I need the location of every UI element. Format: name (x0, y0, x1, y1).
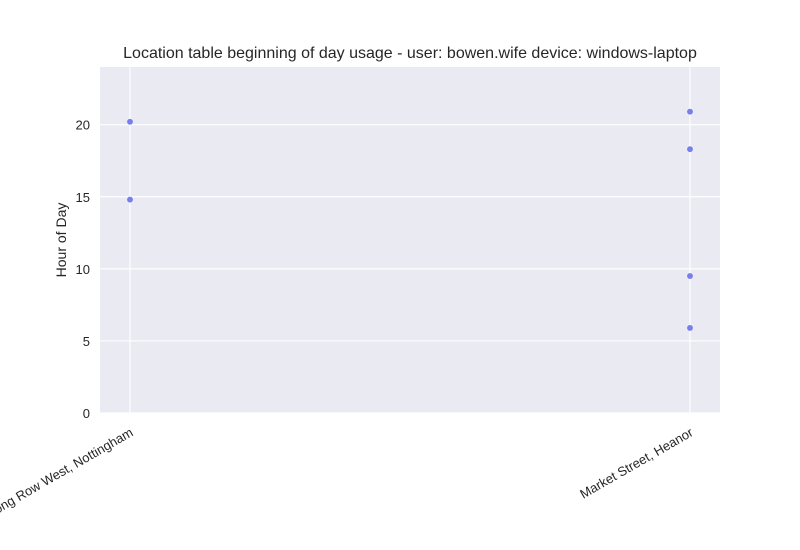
data-points (126, 108, 694, 332)
x-axis-ticks: Long Row West, Nottingham Market Street, … (0, 424, 696, 520)
data-point (686, 108, 694, 116)
y-axis-label: Hour of Day (53, 203, 69, 278)
y-tick-label: 0 (83, 406, 90, 421)
data-point (686, 272, 694, 280)
y-axis-ticks: 0 5 10 15 20 (76, 118, 90, 421)
x-tick-label: Market Street, Heanor (577, 424, 696, 501)
data-point (126, 196, 134, 204)
x-tick-label: Long Row West, Nottingham (0, 425, 136, 521)
data-point (126, 118, 134, 126)
y-tick-label: 20 (76, 118, 90, 133)
chart-title: Location table beginning of day usage - … (123, 45, 697, 62)
data-point (686, 324, 694, 332)
data-point (686, 145, 694, 153)
y-tick-label: 5 (83, 334, 90, 349)
y-tick-label: 15 (76, 190, 90, 205)
plot-area (100, 67, 720, 413)
y-tick-label: 10 (76, 262, 90, 277)
